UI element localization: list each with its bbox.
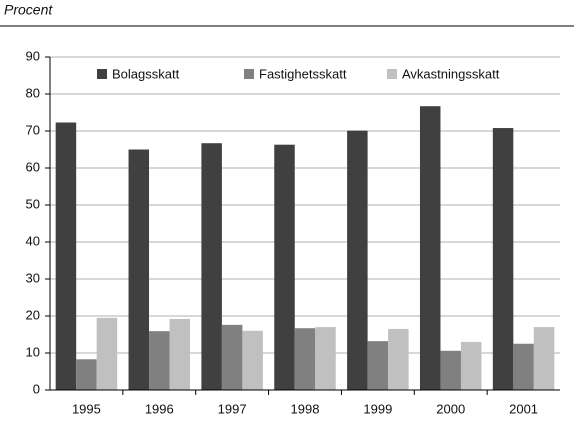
x-tick-label: 1999 [363, 401, 392, 416]
y-tick-label: 80 [26, 85, 40, 100]
bar [128, 149, 150, 390]
y-tick-label: 10 [26, 344, 40, 359]
bar [419, 106, 441, 391]
bar [367, 341, 389, 390]
bar [76, 359, 97, 390]
y-tick-label: 50 [26, 196, 40, 211]
bar [440, 350, 461, 390]
bar [347, 130, 368, 390]
bar [55, 122, 77, 391]
x-tick-label: 1996 [145, 401, 174, 416]
bar [149, 331, 170, 390]
bar [388, 328, 409, 390]
bar [201, 143, 222, 390]
x-tick-label: 1998 [291, 401, 320, 416]
legend-label: Bolagsskatt [112, 66, 180, 81]
legend-swatch [97, 69, 107, 79]
y-tick-label: 20 [26, 307, 40, 322]
x-tick-label: 1995 [72, 401, 101, 416]
bar [221, 324, 243, 390]
y-axis-label: Procent [4, 2, 53, 18]
bar [242, 330, 263, 390]
legend-swatch [244, 69, 254, 79]
y-tick-label: 40 [26, 233, 40, 248]
y-tick-label: 60 [26, 159, 40, 174]
legend-swatch [387, 69, 397, 79]
x-tick-label: 2000 [436, 401, 465, 416]
y-tick-label: 30 [26, 270, 40, 285]
bar [294, 328, 316, 390]
bar [492, 128, 514, 391]
y-tick-label: 0 [33, 381, 40, 396]
y-tick-label: 70 [26, 122, 40, 137]
bar [274, 144, 295, 390]
bar [169, 318, 191, 390]
y-tick-label: 90 [26, 48, 40, 63]
bar [533, 327, 555, 390]
legend-label: Fastighetsskatt [259, 66, 347, 81]
bar [513, 343, 534, 390]
x-tick-label: 1997 [218, 401, 247, 416]
bar [96, 317, 118, 390]
legend-label: Avkastningsskatt [402, 66, 500, 81]
x-tick-label: 2001 [509, 401, 538, 416]
bar [315, 327, 336, 390]
bar [460, 341, 482, 390]
